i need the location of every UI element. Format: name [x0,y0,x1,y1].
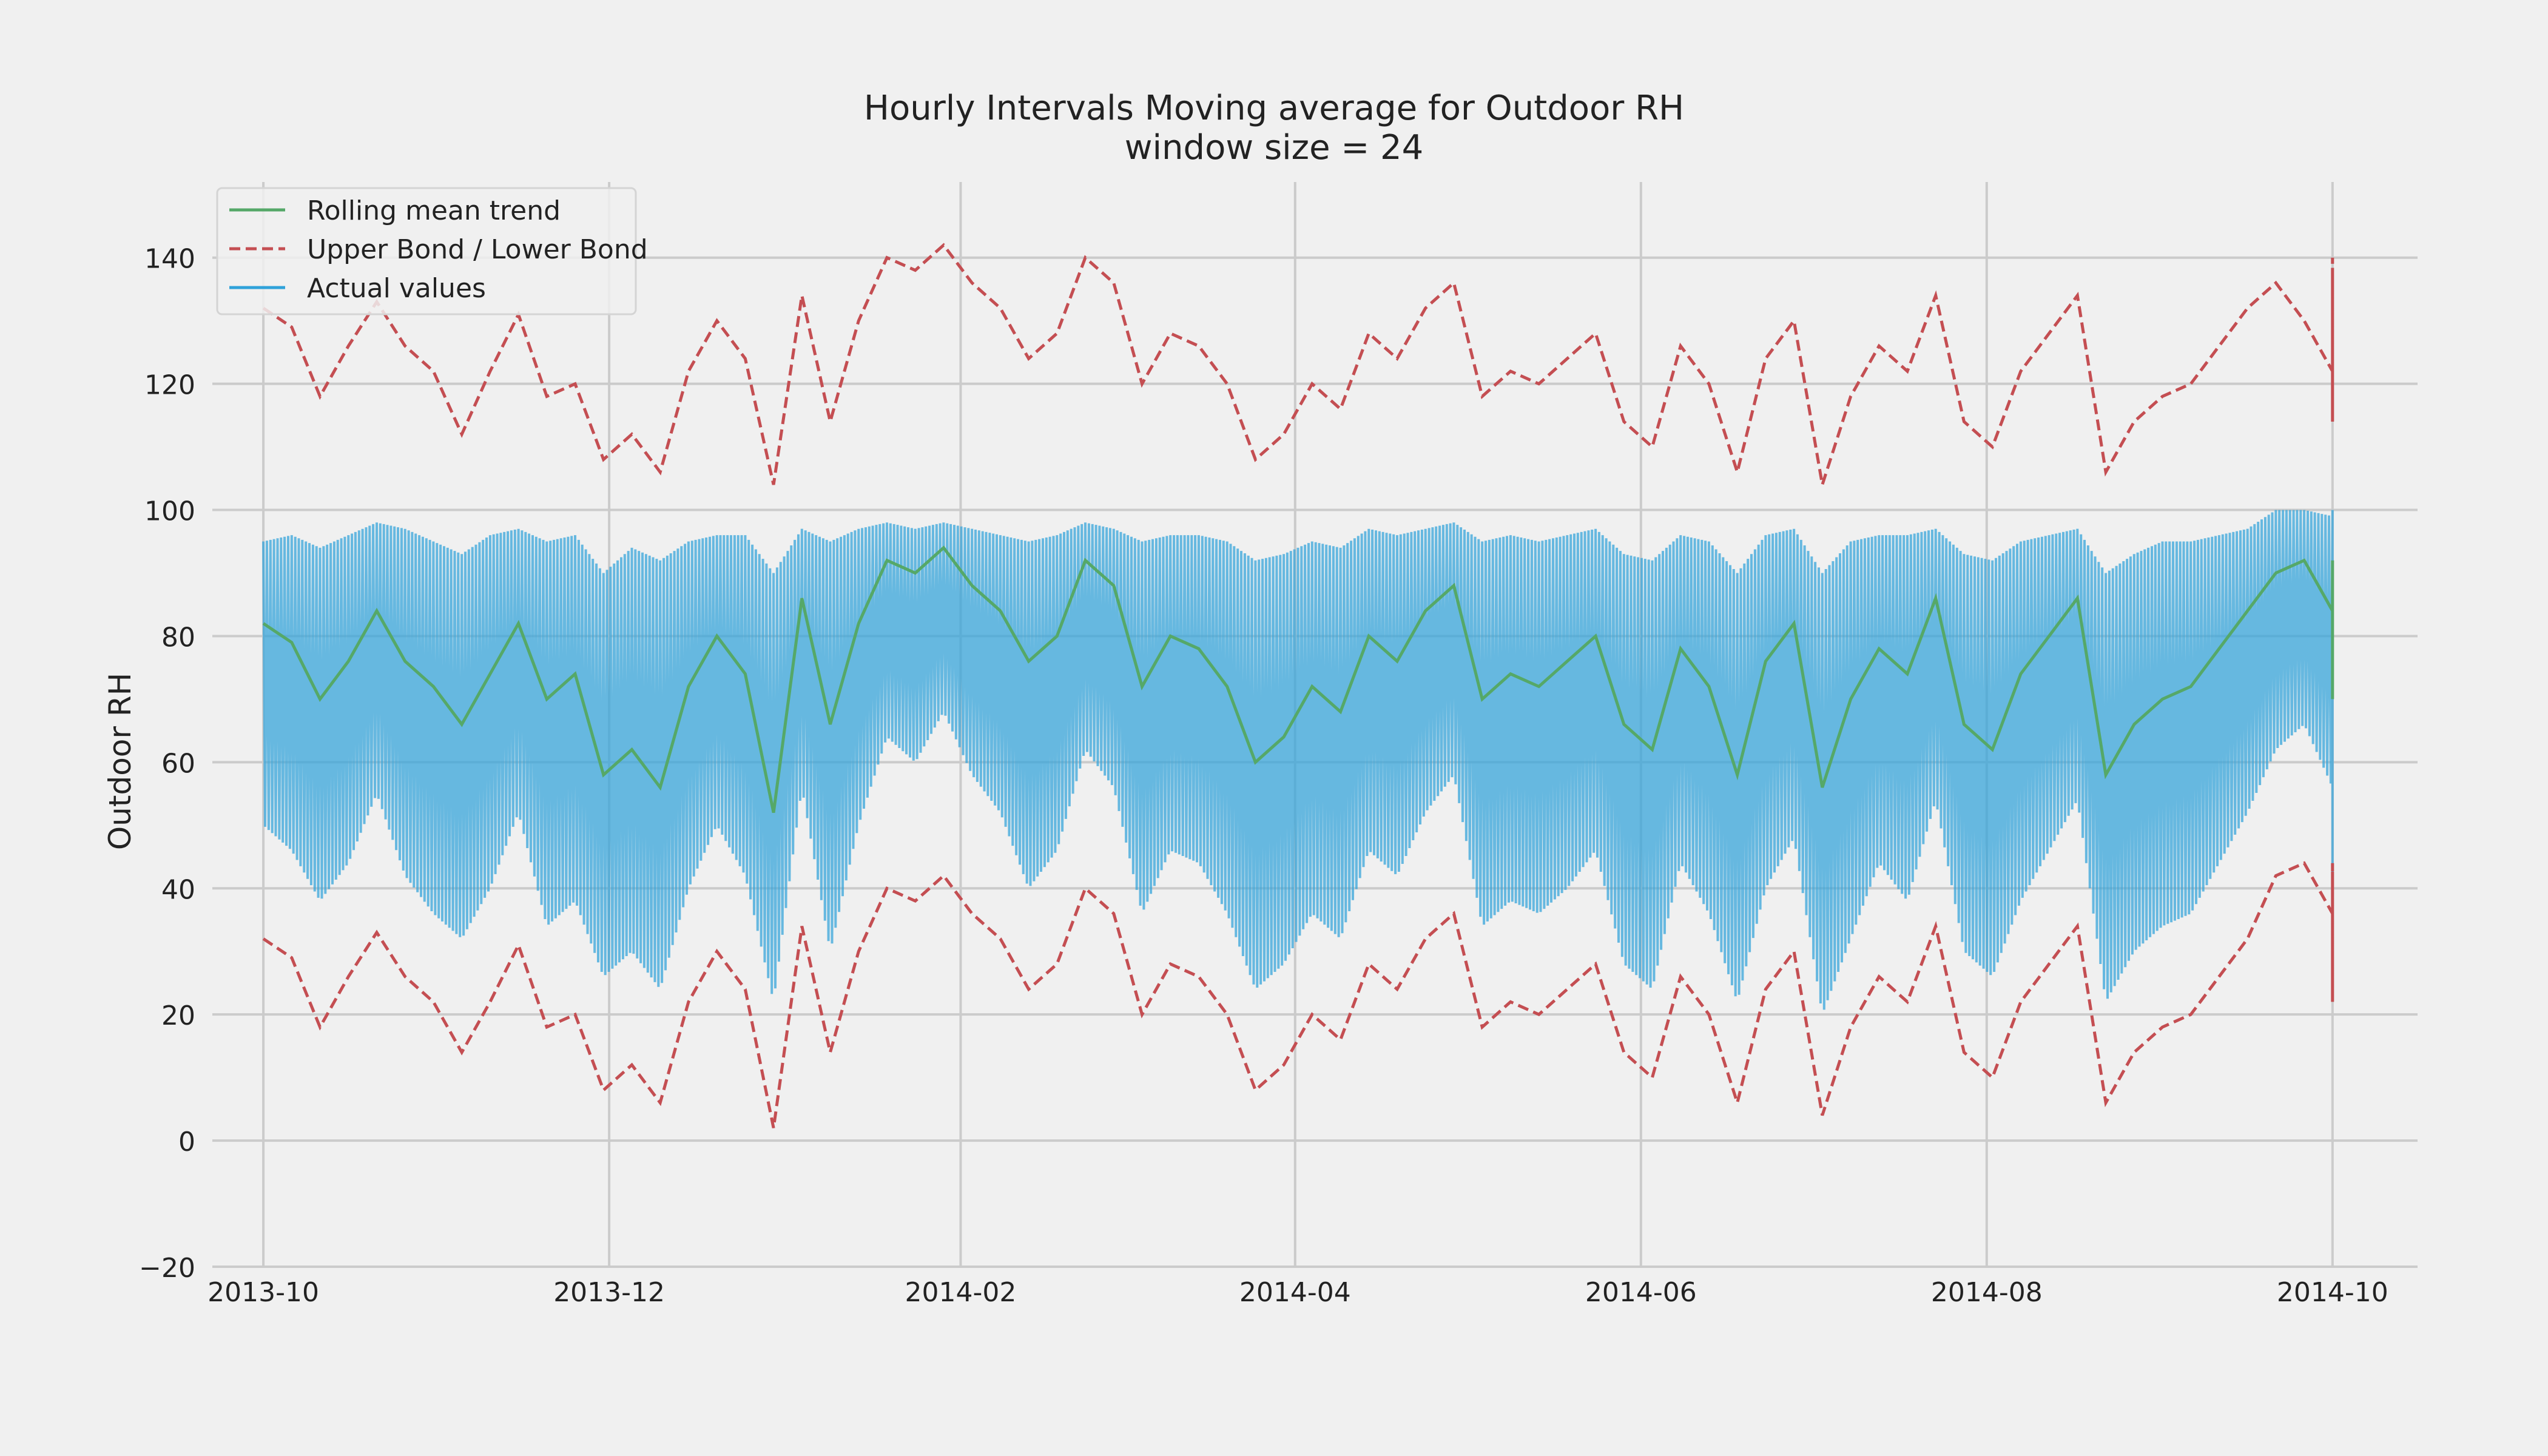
chart-title: Hourly Intervals Moving average for Outd… [864,89,1684,128]
y-tick-label: 40 [161,874,195,905]
x-tick-label: 2013-12 [553,1277,665,1308]
series-layer [262,243,2334,1128]
y-tick-label: 120 [144,370,195,401]
x-tick-label: 2014-08 [1931,1277,2043,1308]
y-tick-label: −20 [139,1253,195,1284]
x-tick-label: 2014-10 [2277,1277,2388,1308]
y-tick-label: 80 [161,622,195,653]
y-tick-label: 0 [178,1127,195,1158]
legend-upper-lower-bond-label: Upper Bond / Lower Bond [307,234,648,265]
legend-actual-values-label: Actual values [307,273,486,304]
y-tick-label: 20 [161,1000,195,1031]
x-tick-label: 2014-02 [905,1277,1017,1308]
y-tick-labels: −20 0 20 40 60 80 100 120 140 [139,244,195,1284]
x-tick-label: 2014-06 [1585,1277,1697,1308]
x-tick-labels: 2013-10 2013-12 2014-02 2014-04 2014-06 2014-… [207,1277,2388,1308]
legend-box [216,187,637,315]
x-tick-label: 2014-04 [1239,1277,1351,1308]
x-tick-label: 2013-10 [207,1277,319,1308]
series-line-upper-bond [262,243,2334,485]
y-tick-label: 60 [161,748,195,779]
y-tick-label: 140 [144,244,195,275]
y-tick-label: 100 [144,496,195,527]
chart-subtitle: window size = 24 [1125,128,1424,167]
y-axis-label: Outdoor RH [103,673,138,850]
legend-rolling-mean-label: Rolling mean trend [307,195,561,226]
series-line-rolling-mean [262,545,2334,814]
series-line-lower-bond [262,861,2334,1128]
legend: Rolling mean trend Upper Bond / Lower Bon… [216,187,648,315]
